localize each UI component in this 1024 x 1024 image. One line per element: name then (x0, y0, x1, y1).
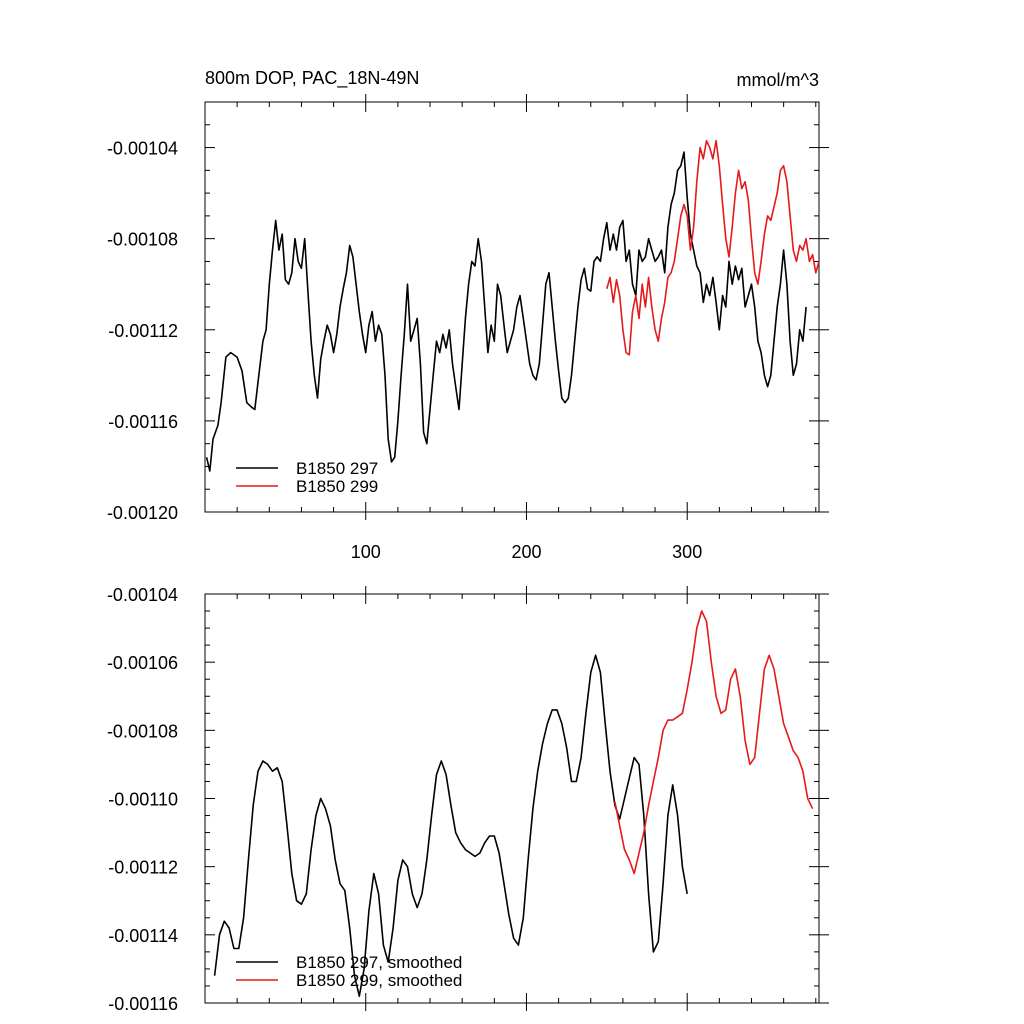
bottom-series (213, 610, 814, 997)
x-tick-label: 200 (511, 542, 541, 562)
series-line-0 (213, 654, 688, 997)
bottom-plot-frame (204, 593, 820, 1004)
top-chart-title: 800m DOP, PAC_18N-49N (205, 68, 419, 89)
series-line-0 (205, 151, 807, 472)
top-x-ticks: 100 200 300 (236, 94, 817, 562)
y-tick-label: -0.00110 (108, 790, 178, 810)
x-tick-label: 300 (672, 542, 702, 562)
y-tick-label: -0.00108 (107, 721, 178, 741)
y-tick-label: -0.00104 (107, 585, 178, 605)
legend-label: B1850 297 (296, 459, 378, 478)
y-tick-label: -0.00112 (108, 858, 178, 878)
y-tick-label: -0.00108 (107, 230, 178, 250)
top-chart-units: mmol/m^3 (737, 70, 819, 90)
y-tick-label: -0.00116 (108, 412, 178, 432)
top-panel: 800m DOP, PAC_18N-49N mmol/m^3 100 200 300… (107, 68, 829, 562)
legend-label: B1850 299, smoothed (296, 971, 462, 990)
y-tick-label: -0.00120 (107, 503, 178, 523)
y-tick-label: -0.00104 (107, 139, 178, 159)
x-tick-label: 100 (351, 542, 381, 562)
y-tick-label: -0.00114 (108, 926, 178, 946)
series-line-1 (614, 610, 814, 875)
top-series (205, 139, 819, 472)
top-plot-frame (204, 101, 820, 513)
y-tick-label: -0.00112 (108, 321, 178, 341)
bottom-x-ticks (236, 586, 817, 1011)
top-y-ticks: -0.00104 -0.00108 -0.00112 -0.00116 -0.00120 (107, 101, 829, 523)
bottom-y-ticks: -0.00104 -0.00106 -0.00108 -0.00110 -0.00112… (107, 585, 829, 1014)
series-line-1 (606, 139, 819, 356)
legend-label: B1850 299 (296, 477, 378, 496)
bottom-panel: -0.00104 -0.00106 -0.00108 -0.00110 -0.00112… (107, 585, 829, 1014)
y-tick-label: -0.00116 (108, 994, 178, 1014)
y-tick-label: -0.00106 (107, 653, 178, 673)
legend-label: B1850 297, smoothed (296, 953, 462, 972)
